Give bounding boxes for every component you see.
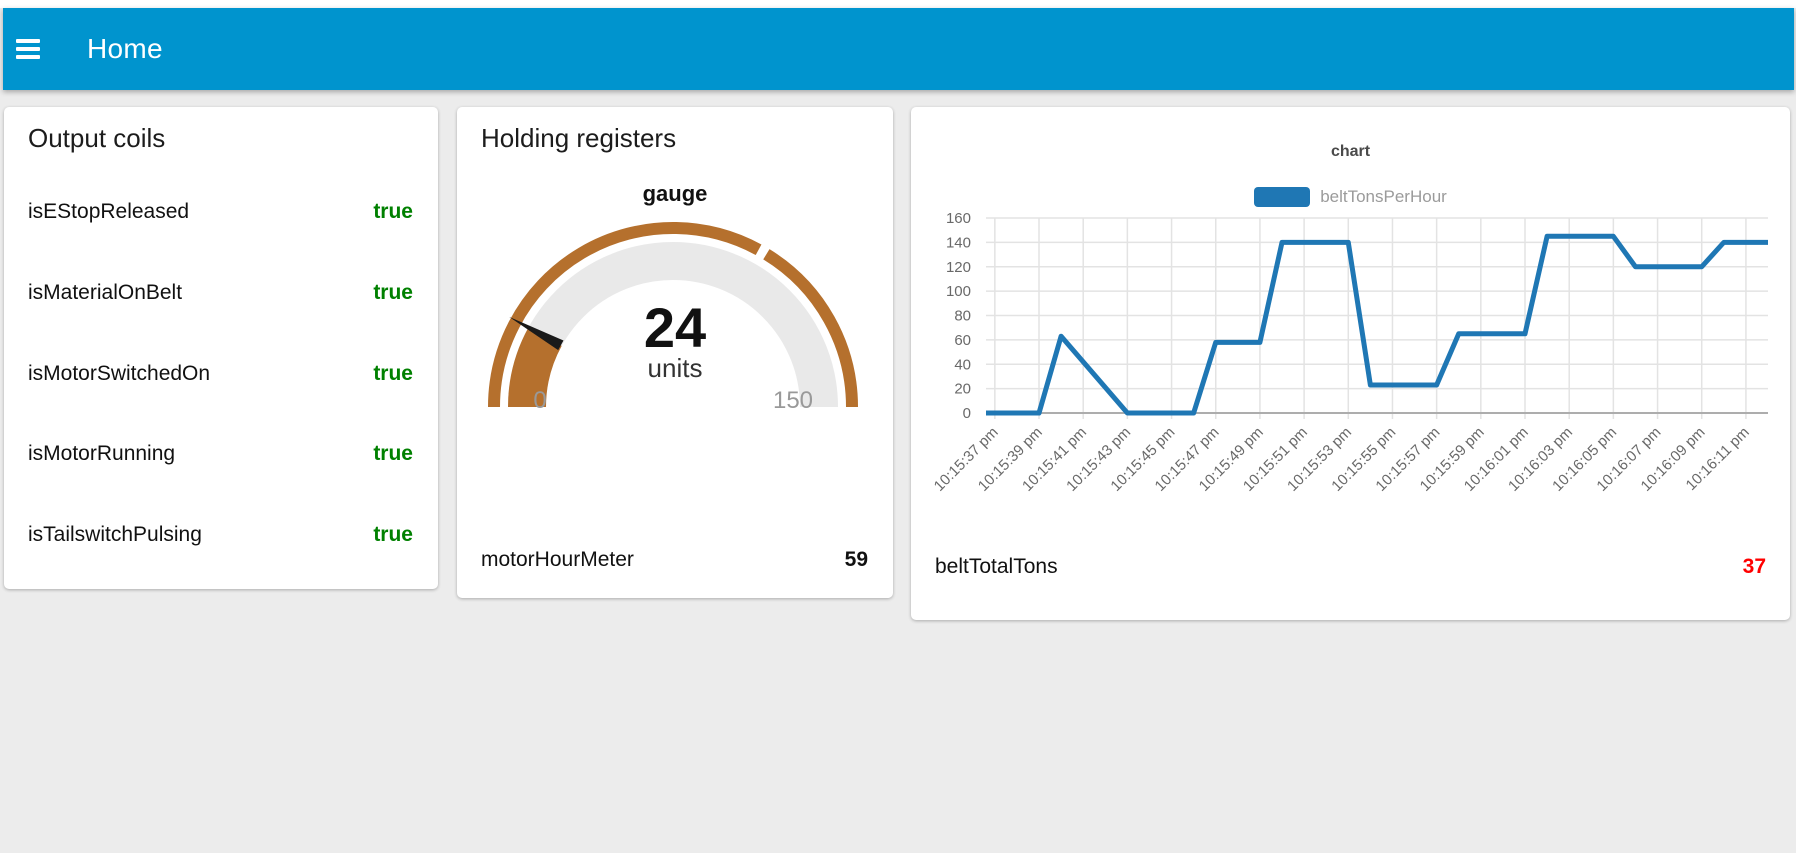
- coil-row: isEStopReleased true: [28, 199, 413, 225]
- coil-label: isMotorSwitchedOn: [28, 362, 211, 385]
- belt-total-tons-value: 37: [1742, 555, 1766, 578]
- y-tick-label: 80: [954, 308, 971, 325]
- gauge-max-label: 150: [773, 387, 813, 414]
- coil-label: isEStopReleased: [28, 200, 190, 223]
- coil-row: isMotorSwitchedOn true: [28, 361, 413, 387]
- y-tick-label: 0: [963, 405, 971, 422]
- series-line-beltTonsPerHour: [986, 233, 1768, 416]
- belt-total-tons-label: beltTotalTons: [935, 555, 1058, 578]
- gauge-title: gauge: [642, 181, 708, 206]
- gauge-units: units: [648, 353, 703, 383]
- dashboard-main: Output coils isEStopReleased true isMateri…: [0, 90, 1796, 853]
- motor-hour-meter-value: 59: [844, 548, 868, 571]
- chart-legend: beltTonsPerHour: [911, 187, 1790, 207]
- belt-total-tons-row: beltTotalTons 37: [935, 554, 1766, 580]
- motor-hour-meter-row: motorHourMeter 59: [481, 547, 868, 573]
- y-tick-label: 120: [946, 259, 971, 276]
- y-tick-label: 20: [954, 381, 971, 398]
- output-coils-card: Output coils isEStopReleased true isMateri…: [4, 107, 438, 589]
- coil-label: isMotorRunning: [28, 442, 176, 465]
- holding-registers-card: Holding registers gauge 24 units 0 150 moto…: [457, 107, 893, 598]
- y-tick-label: 60: [954, 332, 971, 349]
- legend-label: beltTonsPerHour: [1320, 187, 1447, 206]
- y-tick-label: 140: [946, 234, 971, 251]
- page-title: Home: [87, 33, 163, 64]
- app-header: Home: [3, 8, 1794, 90]
- chart-title: chart: [1330, 143, 1371, 160]
- top-strip: [0, 0, 1796, 8]
- coil-value: true: [373, 362, 413, 385]
- legend-swatch: [1254, 187, 1311, 207]
- coil-row: isTailswitchPulsing true: [28, 522, 413, 548]
- coil-row: isMaterialOnBelt true: [28, 280, 413, 306]
- y-tick-label: 100: [946, 283, 971, 300]
- coil-value: true: [373, 200, 413, 223]
- menu-button[interactable]: [16, 29, 56, 69]
- coil-label: isTailswitchPulsing: [28, 523, 202, 546]
- hamburger-icon: [16, 39, 40, 43]
- gauge-min-label: 0: [533, 387, 546, 414]
- coil-value: true: [373, 281, 413, 304]
- motor-hour-meter-label: motorHourMeter: [481, 548, 634, 571]
- coil-value: true: [373, 442, 413, 465]
- coil-row: isMotorRunning true: [28, 441, 413, 467]
- coil-label: isMaterialOnBelt: [28, 281, 183, 304]
- card-title-holding-registers: Holding registers: [481, 123, 677, 153]
- chart-card: chart beltTonsPerHour 10:15:37 pm 10:15:3…: [911, 107, 1790, 620]
- card-title-output-coils: Output coils: [28, 123, 166, 153]
- gauge-value: 24: [644, 296, 706, 359]
- y-tick-label: 160: [946, 210, 971, 227]
- y-tick-label: 40: [954, 356, 971, 373]
- coil-value: true: [373, 523, 413, 546]
